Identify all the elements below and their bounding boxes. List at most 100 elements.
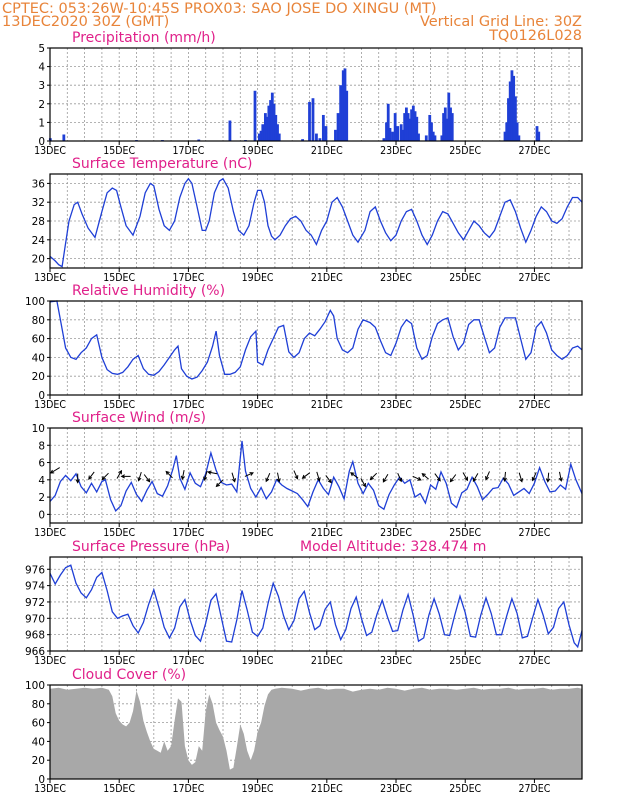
x-date-label: 19DEC [242,527,274,539]
precip-bar [343,68,347,141]
wind-vector-arrow [75,473,80,484]
wind-vector-arrow [120,474,131,479]
wind-vector-arrow [231,472,236,483]
x-date-label: 23DEC [380,399,412,411]
wind-vector-arrow [421,473,429,480]
y-tick-label: 1 [38,117,45,129]
precip-bar [410,109,413,141]
y-tick-label: 974 [25,581,45,593]
header-vertical-grid: Vertical Grid Line: 30Z [420,14,582,30]
x-date-label: 15DEC [103,145,135,157]
y-tick-label: 20 [32,755,45,767]
precip-bar [318,138,322,141]
precip-bar [447,92,451,141]
panel-title: Surface Pressure (hPa) [72,539,230,555]
wind-vector-arrow [116,469,123,479]
y-tick-label: 10 [32,423,45,435]
wind-vector-arrow [545,472,551,483]
precip-bar [503,131,507,141]
panel-frame [49,47,583,142]
x-date-label: 21DEC [311,655,343,667]
y-tick-label: 80 [32,315,45,327]
panel-3: 0 2 4 6 8 10 13DEC 15DEC 17DEC 19DEC 21DEC 23DEC 25D… [32,410,583,539]
x-date-label: 21DEC [311,399,343,411]
x-date-label: 23DEC [380,145,412,157]
wind-vector-arrow [397,472,403,483]
precip-bar [276,124,279,141]
x-date-label: 25DEC [449,527,481,539]
wind-vector-arrow [316,471,321,482]
wind-vector-arrow [325,475,332,484]
x-date-label: 15DEC [103,783,135,795]
precip-bar [270,92,274,141]
wind-vector-arrow [293,470,299,480]
precip-bar [445,118,449,141]
panel-frame [49,556,583,652]
wind-vector-arrow [180,470,185,481]
x-date-label: 27DEC [518,399,550,411]
x-date-label: 17DEC [172,655,204,667]
wind-vector-arrow [369,472,378,481]
x-date-label: 23DEC [380,783,412,795]
x-date-label: 17DEC [172,272,204,284]
precip-bar [508,81,512,141]
precip-bar [417,133,420,141]
panel-title: Precipitation (mm/h) [72,30,216,46]
x-date-label: 17DEC [172,145,204,157]
y-tick-label: 968 [25,630,45,642]
panel-1: 20 24 28 32 36 13DEC 15DEC 17DEC 19DEC 21DEC 23DEC… [32,156,583,284]
precip-bar [277,133,281,141]
precip-bar [341,70,345,141]
precip-bar [431,131,435,141]
precip-bar [512,75,516,141]
y-tick-label: 966 [25,646,45,658]
precip-bar [253,90,257,141]
y-tick-label: 0 [38,136,45,148]
panel-frame [49,684,583,780]
y-tick-label: 100 [25,296,45,308]
panel-title: Cloud Cover (%) [72,667,186,683]
x-date-label: 13DEC [34,399,66,411]
cloud-cover-area [50,687,582,779]
x-date-label: 19DEC [242,272,274,284]
precip-bar [404,107,408,141]
x-date-label: 25DEC [449,145,481,157]
precip-bar [424,135,428,141]
precip-bar [272,103,276,141]
y-tick-label: 2 [38,99,45,111]
panel-frame [49,300,583,396]
x-date-label: 27DEC [518,145,550,157]
y-tick-label: 6 [38,458,45,470]
header-date: 13DEC2020 30Z (GMT) [2,14,169,30]
precip-bar [403,113,407,141]
precip-bar [450,113,454,141]
x-date-label: 15DEC [103,655,135,667]
y-tick-label: 24 [32,235,46,247]
wind-vector-arrow [301,472,310,479]
y-tick-label: 8 [38,440,45,452]
precip-bar [391,131,394,141]
x-date-label: 21DEC [311,272,343,284]
x-date-label: 25DEC [449,783,481,795]
panel-frame [49,173,583,269]
precip-bar [263,113,267,141]
wind-vector-arrow [485,471,490,481]
precip-bar [382,138,386,141]
y-tick-label: 28 [32,216,45,228]
y-tick-label: 4 [38,62,45,74]
series-line [49,300,583,380]
wind-vector-arrow [244,472,254,477]
precip-bar [339,85,343,141]
panel-title: Surface Wind (m/s) [72,410,206,426]
y-tick-label: 100 [25,680,45,692]
wind-vector-arrow [472,473,479,482]
x-date-label: 23DEC [380,655,412,667]
y-tick-label: 4 [38,475,45,487]
precip-bar [510,70,514,141]
precip-bar [336,113,340,141]
precip-bar [442,113,445,141]
precip-bar [315,133,318,141]
wind-vector-arrow [502,471,507,482]
precip-bar [507,98,510,141]
precip-bar [535,126,539,141]
